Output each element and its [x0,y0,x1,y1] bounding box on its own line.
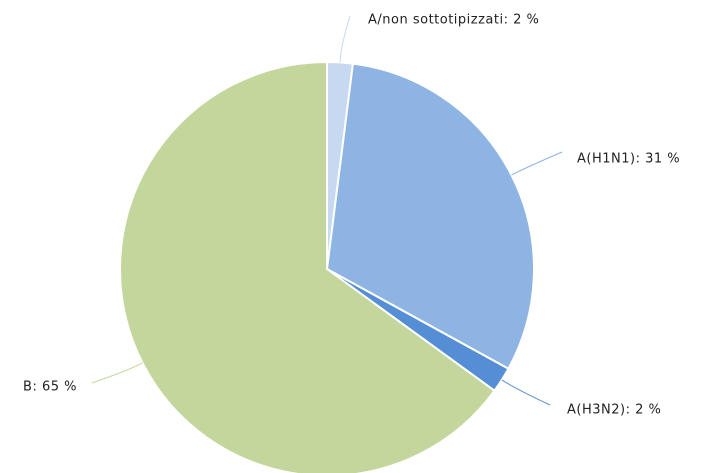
data-label: A(H3N2): 2 % [567,403,661,418]
leader-line [91,362,143,384]
pie-slice: B [119,60,496,473]
leader-line [339,15,351,63]
pie-slice: A(H1N1) [325,62,535,371]
data-label: A/non sottotipizzati: 2 % [368,13,539,28]
data-label: B: 65 % [23,380,77,395]
leader-line [501,379,551,406]
data-label: A(H1N1): 31 % [577,152,680,167]
leader-line [511,151,563,176]
